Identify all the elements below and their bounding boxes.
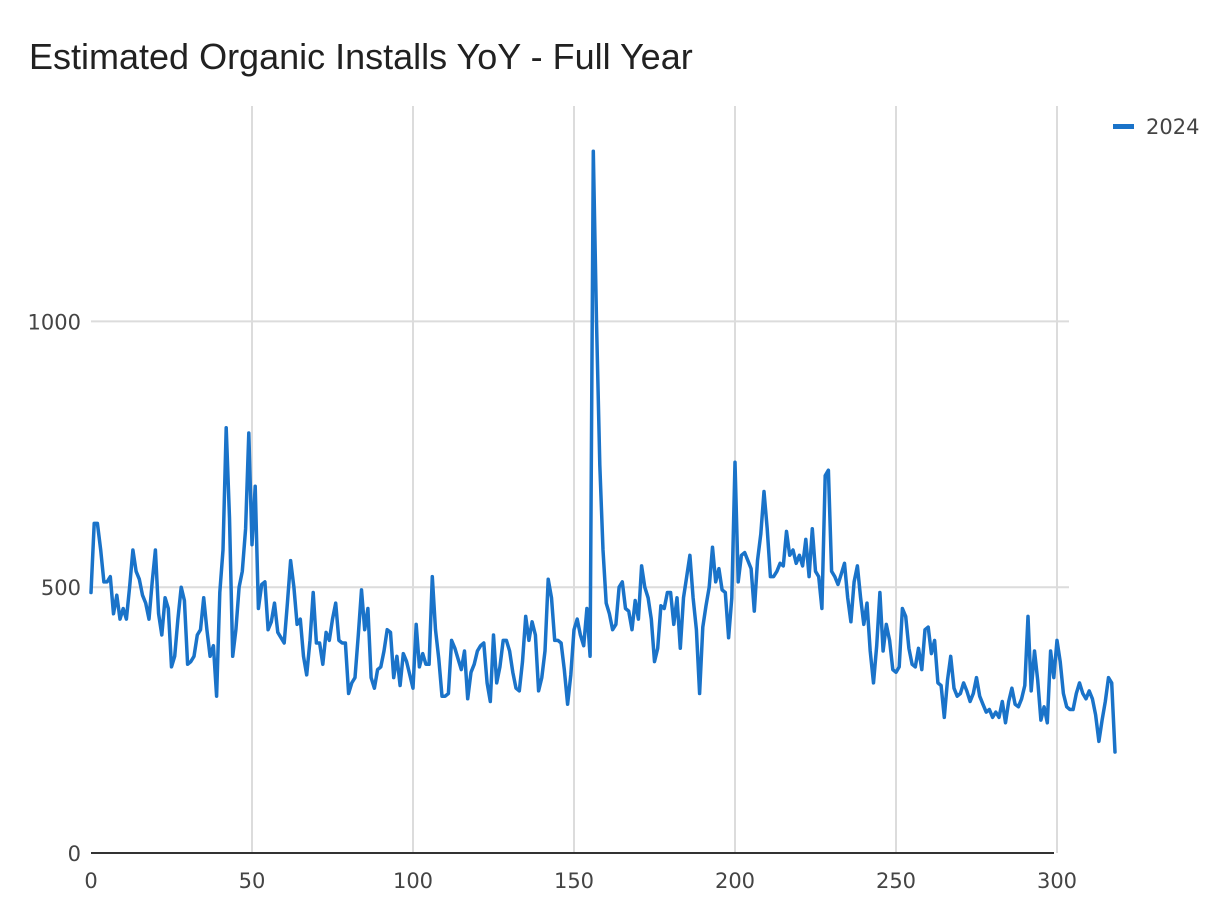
y-tick-labels: 0 500 1000	[28, 310, 81, 866]
y-tick-label: 0	[68, 842, 81, 866]
x-tick-label: 100	[393, 869, 433, 893]
x-tick-label: 150	[554, 869, 594, 893]
legend-label-2024[interactable]: 2024	[1146, 115, 1199, 139]
x-tick-label: 50	[239, 869, 266, 893]
series-line-2024	[89, 149, 1117, 754]
y-tick-label: 500	[41, 576, 81, 600]
legend-swatch-2024[interactable]	[1113, 124, 1134, 129]
chart-title: Estimated Organic Installs YoY - Full Ye…	[29, 36, 693, 77]
series-layer	[89, 149, 1117, 754]
y-gridlines	[91, 320, 1069, 589]
x-tick-label: 200	[715, 869, 755, 893]
x-tick-label: 250	[876, 869, 916, 893]
y-tick-label: 1000	[28, 310, 81, 334]
x-gridlines	[251, 106, 1058, 853]
x-tick-label: 0	[84, 869, 97, 893]
x-tick-label: 300	[1037, 869, 1077, 893]
x-tick-labels: 0 50 100 150 200 250 300	[84, 869, 1077, 893]
legend[interactable]: 2024	[1113, 115, 1199, 139]
